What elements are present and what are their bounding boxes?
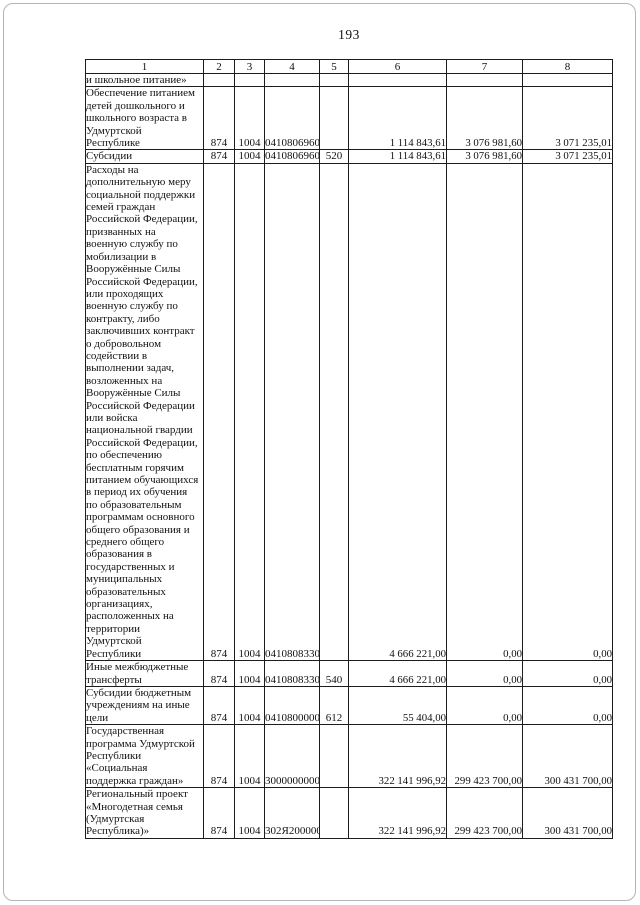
table-row: Субсидии бюджетным учреждениям на иные ц… bbox=[85, 685, 613, 726]
cell-amount-year1: 4 666 221,00 bbox=[348, 660, 447, 687]
table-row: Иные межбюджетные трансферты 874 1004 04… bbox=[85, 660, 613, 687]
row-label: Обеспечение питанием детей дошкольного и… bbox=[85, 86, 204, 151]
row-label: и школьное питание» bbox=[85, 72, 204, 88]
cell-amount-year2 bbox=[446, 72, 523, 88]
row-label: Субсидии bbox=[85, 149, 204, 164]
row-label: Иные межбюджетные трансферты bbox=[85, 660, 204, 687]
cell-target-article: 0410806960 bbox=[264, 149, 320, 164]
cell-amount-year3: 3 071 235,01 bbox=[522, 149, 613, 164]
cell-amount-year1: 322 141 996,92 bbox=[348, 787, 447, 839]
cell-expense-type: 540 bbox=[319, 660, 349, 687]
cell-expense-type bbox=[319, 72, 349, 88]
cell-grbs-code: 874 bbox=[203, 787, 235, 839]
cell-expense-type bbox=[319, 162, 349, 662]
cell-target-article: 0410808330 bbox=[264, 660, 320, 687]
column-header-3: 3 bbox=[234, 59, 265, 74]
cell-amount-year2: 3 076 981,60 bbox=[446, 86, 523, 151]
cell-amount-year2: 299 423 700,00 bbox=[446, 787, 523, 839]
cell-section-code: 1004 bbox=[234, 724, 265, 789]
cell-amount-year3: 300 431 700,00 bbox=[522, 787, 613, 839]
cell-expense-type bbox=[319, 86, 349, 151]
table-row: Расходы на дополнительную меру социально… bbox=[85, 162, 613, 662]
cell-amount-year1: 1 114 843,61 bbox=[348, 86, 447, 151]
document-page: 193 1 2 3 4 5 6 7 8 и школьное питание» bbox=[85, 27, 613, 839]
cell-target-article: 3000000000 bbox=[264, 724, 320, 789]
column-header-4: 4 bbox=[264, 59, 320, 74]
cell-section-code: 1004 bbox=[234, 86, 265, 151]
cell-section-code: 1004 bbox=[234, 162, 265, 662]
cell-grbs-code: 874 bbox=[203, 149, 235, 164]
cell-target-article: 0410800000 bbox=[264, 685, 320, 726]
table-row: Государственная программа Удмуртской Рес… bbox=[85, 724, 613, 789]
column-header-1: 1 bbox=[85, 59, 204, 74]
cell-amount-year2: 0,00 bbox=[446, 162, 523, 662]
cell-amount-year3: 0,00 bbox=[522, 685, 613, 726]
cell-grbs-code: 874 bbox=[203, 660, 235, 687]
column-header-6: 6 bbox=[348, 59, 447, 74]
cell-grbs-code: 874 bbox=[203, 162, 235, 662]
cell-expense-type bbox=[319, 787, 349, 839]
cell-amount-year1: 4 666 221,00 bbox=[348, 162, 447, 662]
cell-amount-year1: 55 404,00 bbox=[348, 685, 447, 726]
cell-expense-type: 612 bbox=[319, 685, 349, 726]
page-number: 193 bbox=[338, 27, 360, 42]
cell-amount-year1: 1 114 843,61 bbox=[348, 149, 447, 164]
table-row: Региональный проект «Многодетная семья (… bbox=[85, 787, 613, 839]
cell-grbs-code: 874 bbox=[203, 724, 235, 789]
table-row: и школьное питание» bbox=[85, 72, 613, 88]
row-label: Региональный проект «Многодетная семья (… bbox=[85, 787, 204, 839]
cell-target-article bbox=[264, 72, 320, 88]
cell-grbs-code bbox=[203, 72, 235, 88]
cell-target-article: 0410808330 bbox=[264, 162, 320, 662]
cell-amount-year3 bbox=[522, 72, 613, 88]
column-header-8: 8 bbox=[522, 59, 613, 74]
cell-target-article: 302Я200000 bbox=[264, 787, 320, 839]
cell-grbs-code: 874 bbox=[203, 86, 235, 151]
table-row: Обеспечение питанием детей дошкольного и… bbox=[85, 86, 613, 151]
cell-amount-year2: 299 423 700,00 bbox=[446, 724, 523, 789]
cell-expense-type bbox=[319, 724, 349, 789]
cell-section-code bbox=[234, 72, 265, 88]
cell-amount-year3: 300 431 700,00 bbox=[522, 724, 613, 789]
cell-amount-year3: 3 071 235,01 bbox=[522, 86, 613, 151]
cell-grbs-code: 874 bbox=[203, 685, 235, 726]
column-header-2: 2 bbox=[203, 59, 235, 74]
cell-section-code: 1004 bbox=[234, 787, 265, 839]
row-label: Субсидии бюджетным учреждениям на иные ц… bbox=[85, 685, 204, 726]
table-row: Субсидии 874 1004 0410806960 520 1 114 8… bbox=[85, 149, 613, 164]
cell-section-code: 1004 bbox=[234, 660, 265, 687]
budget-table: 1 2 3 4 5 6 7 8 и школьное питание» bbox=[85, 59, 613, 839]
column-header-5: 5 bbox=[319, 59, 349, 74]
cell-amount-year2: 0,00 bbox=[446, 685, 523, 726]
cell-section-code: 1004 bbox=[234, 685, 265, 726]
row-label: Расходы на дополнительную меру социально… bbox=[85, 162, 204, 662]
cell-amount-year2: 3 076 981,60 bbox=[446, 149, 523, 164]
cell-amount-year1: 322 141 996,92 bbox=[348, 724, 447, 789]
column-header-7: 7 bbox=[446, 59, 523, 74]
row-label: Государственная программа Удмуртской Рес… bbox=[85, 724, 204, 789]
cell-expense-type: 520 bbox=[319, 149, 349, 164]
cell-amount-year3: 0,00 bbox=[522, 162, 613, 662]
cell-section-code: 1004 bbox=[234, 149, 265, 164]
cell-target-article: 0410806960 bbox=[264, 86, 320, 151]
table-header-row: 1 2 3 4 5 6 7 8 bbox=[85, 59, 613, 74]
cell-amount-year1 bbox=[348, 72, 447, 88]
cell-amount-year2: 0,00 bbox=[446, 660, 523, 687]
cell-amount-year3: 0,00 bbox=[522, 660, 613, 687]
